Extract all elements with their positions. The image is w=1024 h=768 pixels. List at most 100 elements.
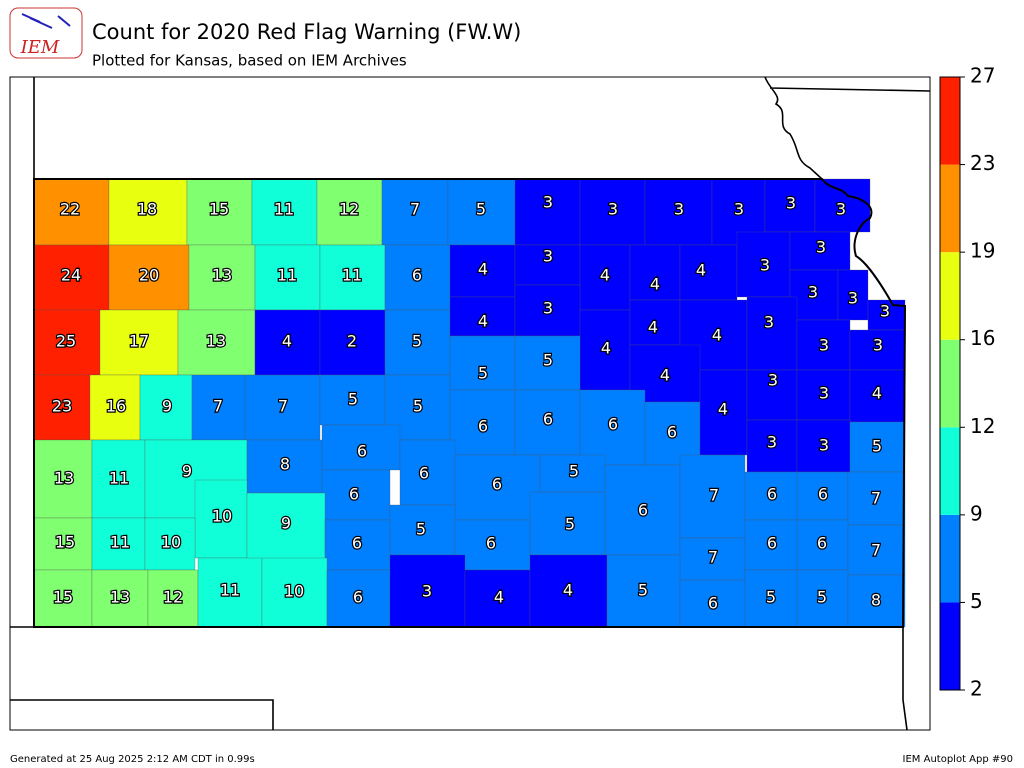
county [796, 319, 851, 371]
county-count: 3 [848, 289, 858, 308]
county [579, 389, 646, 466]
county [629, 244, 681, 301]
county [644, 178, 713, 246]
colorbar-segment [940, 252, 960, 340]
county [246, 439, 323, 494]
county-count: 18 [137, 200, 157, 219]
county [789, 269, 839, 321]
county-count: 23 [52, 397, 72, 416]
county-count: 3 [543, 247, 553, 266]
county-count: 11 [110, 533, 130, 552]
county [746, 296, 798, 371]
colorbar-tick-label: 16 [970, 326, 995, 350]
county-count: 7 [871, 489, 881, 508]
county [847, 524, 906, 576]
county-count: 6 [419, 464, 429, 483]
colorbar-segment [940, 602, 960, 690]
county-count: 3 [768, 371, 778, 390]
colorbar-segment [940, 339, 960, 428]
county [91, 439, 146, 519]
county-count: 3 [873, 336, 883, 355]
footer-left: Generated at 25 Aug 2025 2:12 AM CDT in … [10, 754, 255, 765]
county [316, 178, 383, 246]
county-count: 12 [339, 200, 359, 219]
county-count: 7 [278, 397, 288, 416]
county-count: 6 [357, 442, 367, 461]
county-count: 3 [608, 200, 618, 219]
county-count: 10 [212, 507, 232, 526]
county-count: 4 [601, 339, 611, 358]
county [399, 439, 456, 506]
county-count: 3 [819, 436, 829, 455]
county-count: 7 [871, 541, 881, 560]
county-count: 11 [277, 266, 297, 285]
colorbar-frame [939, 76, 961, 691]
county-count: 3 [819, 336, 829, 355]
county [384, 244, 451, 311]
logo-icon [21, 13, 71, 29]
county-count: 6 [412, 266, 422, 285]
county-count: 25 [56, 332, 76, 351]
county-count: 6 [349, 485, 359, 504]
county-count: 4 [712, 326, 722, 345]
county [254, 309, 321, 376]
county [746, 369, 798, 421]
county-count: 4 [600, 266, 610, 285]
county-count: 8 [280, 455, 290, 474]
county [254, 244, 321, 311]
county-count: 10 [161, 533, 181, 552]
county [736, 231, 791, 298]
county-count: 11 [109, 469, 129, 488]
county-count: 3 [786, 194, 796, 213]
county-count: 13 [54, 469, 74, 488]
county [33, 517, 93, 571]
county [454, 519, 531, 571]
boundaries [10, 76, 931, 731]
county [319, 244, 386, 311]
colorbar-tick-label: 23 [970, 151, 995, 175]
county-count: 3 [808, 283, 818, 302]
county-count: 3 [422, 582, 432, 601]
county-count: 13 [212, 266, 232, 285]
logo-text: IEM [20, 37, 60, 58]
colorbar: 2 5 9 12 16 19 23 27 [939, 64, 995, 701]
county-count: 10 [284, 582, 304, 601]
subtitle: Plotted for Kansas, based on IEM Archive… [92, 52, 407, 70]
county [91, 517, 146, 571]
county-count: 5 [543, 351, 553, 370]
county-count: 13 [206, 332, 226, 351]
county-count: 3 [819, 384, 829, 403]
county-count: 5 [638, 581, 648, 600]
county [847, 574, 906, 628]
county-count: 4 [718, 400, 728, 419]
footer-right: IEM Autoplot App #90 [903, 754, 1013, 765]
county-count: 6 [767, 485, 777, 504]
county [144, 517, 196, 571]
county-count: 6 [608, 415, 618, 434]
county-count: 4 [648, 318, 658, 337]
county-count: 12 [163, 588, 183, 607]
logo: IEM [9, 7, 83, 59]
county-count: 6 [543, 410, 553, 429]
county [539, 454, 606, 493]
county-count: 5 [872, 437, 882, 456]
county-count: 3 [836, 200, 846, 219]
county-count: 7 [410, 200, 420, 219]
colorbar-segment [940, 514, 960, 603]
county [789, 231, 851, 271]
county-count: 3 [734, 200, 744, 219]
county [514, 178, 581, 246]
county [449, 244, 516, 298]
county [579, 309, 631, 391]
county-count: 5 [478, 364, 488, 383]
county [679, 454, 746, 539]
county-count: 17 [129, 332, 149, 351]
county [89, 374, 141, 441]
county-count: 4 [282, 332, 292, 351]
county-count: 22 [60, 200, 80, 219]
county [321, 424, 401, 471]
county-count: 9 [162, 397, 172, 416]
counties: 22 18 15 11 12 7 5 3 3 3 3 3 324 20 13 11 11 6 434 44 333 332… [33, 178, 906, 628]
